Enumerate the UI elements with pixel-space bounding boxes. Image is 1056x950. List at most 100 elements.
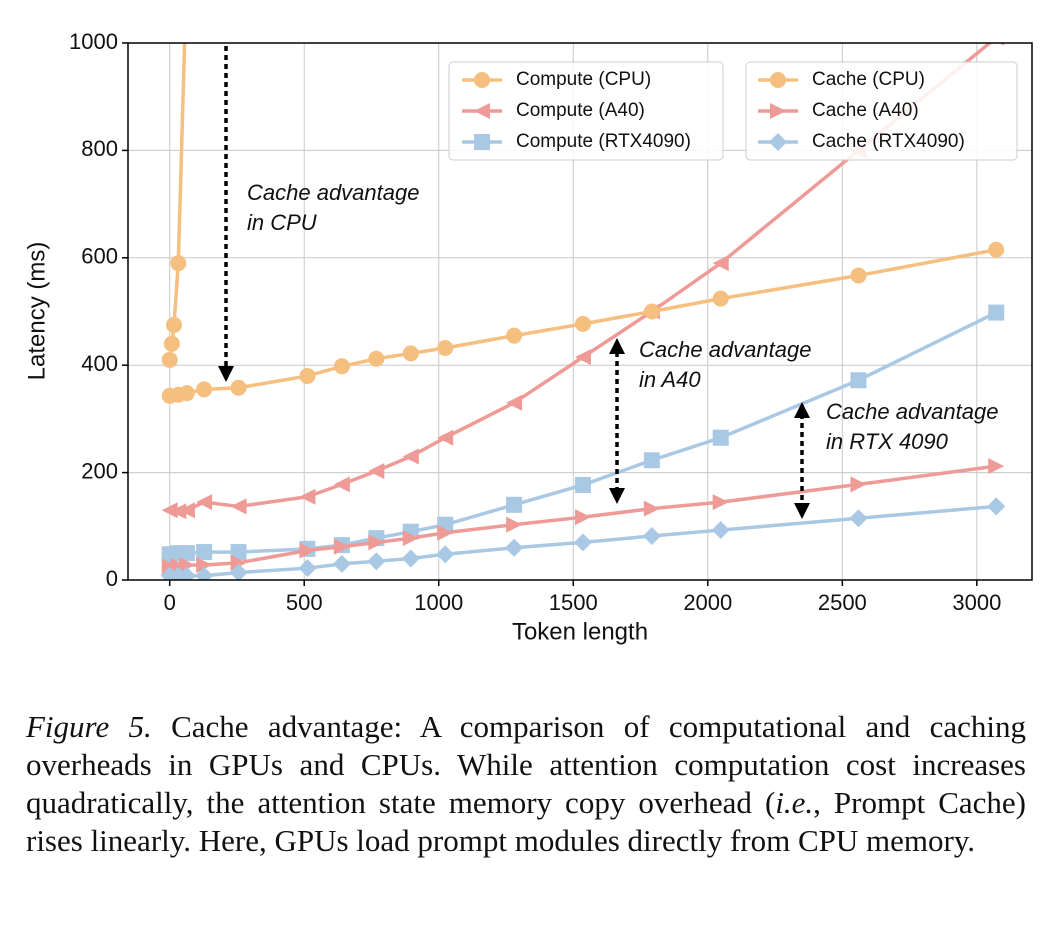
point [574, 476, 591, 493]
series-line [167, 43, 187, 361]
point [574, 349, 591, 366]
caption: Figure 5. Cache advantage: A comparison … [26, 708, 1026, 860]
point [178, 556, 195, 573]
point [574, 509, 591, 526]
x-tick-label: 1000 [414, 590, 463, 615]
y-tick-label: 1000 [69, 29, 118, 54]
point [299, 367, 316, 384]
legend-label: Compute (CPU) [516, 69, 651, 90]
point [333, 358, 350, 375]
legend-marker [769, 133, 787, 151]
x-tick-label: 0 [164, 590, 176, 615]
point [643, 303, 660, 320]
point [712, 255, 729, 272]
point [368, 534, 385, 551]
point [195, 566, 214, 580]
point [437, 340, 454, 357]
point [573, 533, 592, 552]
point [436, 545, 455, 564]
annotation: in CPU [247, 210, 317, 235]
point [506, 327, 523, 344]
point [402, 530, 419, 547]
plot-area [160, 43, 1006, 580]
point [506, 516, 523, 533]
legend-marker [770, 72, 786, 88]
caption-text: , Prompt Cache) rises linearly. Here, GP… [26, 785, 1026, 858]
point [177, 566, 196, 580]
point [506, 394, 523, 411]
point [299, 542, 316, 559]
x-tick-label: 2000 [683, 590, 732, 615]
point [505, 538, 524, 557]
point [178, 385, 195, 402]
legend-label: Compute (A40) [516, 100, 645, 121]
point [437, 524, 454, 541]
point [437, 429, 454, 446]
y-tick-label: 800 [81, 136, 118, 161]
arrow-heads [218, 338, 810, 519]
point [332, 554, 351, 573]
point [230, 379, 247, 396]
legend-marker [474, 72, 490, 88]
point [196, 494, 213, 511]
point [161, 351, 178, 368]
point [333, 538, 350, 555]
point [170, 255, 187, 272]
point [161, 502, 178, 519]
point [196, 544, 213, 561]
x-tick-label: 3000 [952, 590, 1001, 615]
point [712, 494, 729, 511]
annotation: Cache advantage [826, 399, 998, 424]
y-tick-label: 600 [81, 244, 118, 269]
chart: Cache advantage in CPU Cache advantage i… [23, 29, 1033, 645]
point [367, 552, 386, 571]
arrow-head [794, 402, 810, 418]
arrow-head [794, 503, 810, 519]
y-tick-label: 0 [106, 566, 118, 591]
point [196, 381, 213, 398]
series-line [169, 464, 997, 569]
point [230, 544, 247, 561]
point [642, 526, 661, 545]
y-tick-label: 200 [81, 458, 118, 483]
point [712, 290, 729, 307]
caption-text: Cache advantage: A comparison of computa… [26, 709, 1026, 820]
point [850, 267, 867, 284]
x-axis-label: Token length [512, 618, 648, 645]
series-line [169, 248, 997, 398]
arrow-head [609, 488, 625, 504]
point [368, 462, 385, 479]
point [402, 448, 419, 465]
plot-frame [127, 42, 1033, 581]
annotation: Cache advantage [639, 337, 811, 362]
point [849, 509, 868, 528]
annotation-arrows [224, 46, 804, 505]
point [368, 350, 385, 367]
point [166, 316, 183, 333]
legend-label: Cache (RTX4090) [812, 131, 965, 152]
legend-label: Cache (CPU) [812, 69, 925, 90]
caption-label: Figure 5. [26, 709, 152, 744]
point [178, 502, 195, 519]
caption-text: i.e. [775, 785, 814, 820]
point [170, 558, 187, 575]
point [163, 335, 180, 352]
series-line [169, 43, 993, 514]
x-tick-label: 500 [286, 590, 323, 615]
point [230, 498, 247, 515]
point [643, 452, 660, 469]
y-axis-label: Latency (ms) [23, 242, 50, 381]
point [988, 241, 1005, 258]
point [987, 497, 1006, 516]
legend-marker [474, 134, 490, 150]
point [850, 476, 867, 493]
point [988, 458, 1005, 475]
point [506, 496, 523, 513]
point [161, 558, 178, 575]
arrow-head [609, 338, 625, 354]
y-tick-label: 400 [81, 351, 118, 376]
point [178, 545, 195, 562]
point [402, 345, 419, 362]
legend-box [745, 61, 1018, 161]
